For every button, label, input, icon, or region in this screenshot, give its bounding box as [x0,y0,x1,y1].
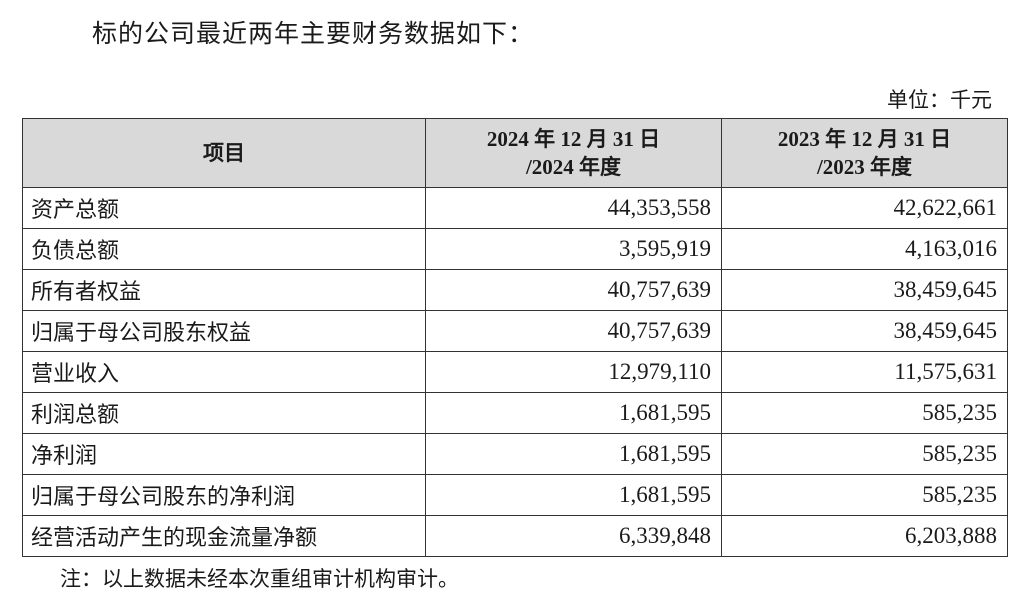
header-2024-date: 2024 年 12 月 31 日 [486,127,661,151]
value-2023: 11,575,631 [721,351,1008,393]
table-row: 经营活动产生的现金流量净额 6,339,848 6,203,888 [22,515,1008,557]
row-label: 负债总额 [22,228,426,270]
intro-text: 标的公司最近两年主要财务数据如下： [92,19,535,48]
value-2024: 40,757,639 [425,310,722,352]
table-row: 负债总额 3,595,919 4,163,016 [22,228,1008,270]
row-label: 所有者权益 [22,269,426,311]
table-row: 归属于母公司股东的净利润 1,681,595 585,235 [22,474,1008,516]
value-2023: 585,235 [721,433,1008,475]
unit-label: 单位：千元 [887,88,992,112]
row-label: 利润总额 [22,392,426,434]
table-row: 归属于母公司股东权益 40,757,639 38,459,645 [22,310,1008,352]
financial-data-table: 项目 2024 年 12 月 31 日 /2024 年度 2023 年 12 月… [22,118,1008,557]
row-label: 营业收入 [22,351,426,393]
row-label: 归属于母公司股东权益 [22,310,426,352]
value-2023: 38,459,645 [721,269,1008,311]
header-2023: 2023 年 12 月 31 日 /2023 年度 [721,118,1008,188]
header-2024: 2024 年 12 月 31 日 /2024 年度 [425,118,722,188]
value-2023: 4,163,016 [721,228,1008,270]
header-item: 项目 [22,118,426,188]
row-label: 资产总额 [22,187,426,229]
value-2023: 38,459,645 [721,310,1008,352]
value-2023: 585,235 [721,474,1008,516]
table-header-row: 项目 2024 年 12 月 31 日 /2024 年度 2023 年 12 月… [22,118,1008,188]
value-2024: 44,353,558 [425,187,722,229]
row-label: 净利润 [22,433,426,475]
value-2024: 3,595,919 [425,228,722,270]
table-row: 营业收入 12,979,110 11,575,631 [22,351,1008,393]
header-2024-year: /2024 年度 [525,155,622,179]
value-2024: 1,681,595 [425,433,722,475]
table-row: 利润总额 1,681,595 585,235 [22,392,1008,434]
value-2024: 1,681,595 [425,392,722,434]
table-row: 净利润 1,681,595 585,235 [22,433,1008,475]
value-2024: 1,681,595 [425,474,722,516]
table-row: 资产总额 44,353,558 42,622,661 [22,187,1008,229]
row-label: 归属于母公司股东的净利润 [22,474,426,516]
value-2024: 12,979,110 [425,351,722,393]
value-2023: 42,622,661 [721,187,1008,229]
value-2024: 40,757,639 [425,269,722,311]
value-2023: 585,235 [721,392,1008,434]
row-label: 经营活动产生的现金流量净额 [22,515,426,557]
header-2023-year: /2023 年度 [816,155,913,179]
header-2023-date: 2023 年 12 月 31 日 [777,127,952,151]
table-row: 所有者权益 40,757,639 38,459,645 [22,269,1008,311]
footnote: 注：以上数据未经本次重组审计机构审计。 [60,567,459,591]
value-2023: 6,203,888 [721,515,1008,557]
value-2024: 6,339,848 [425,515,722,557]
